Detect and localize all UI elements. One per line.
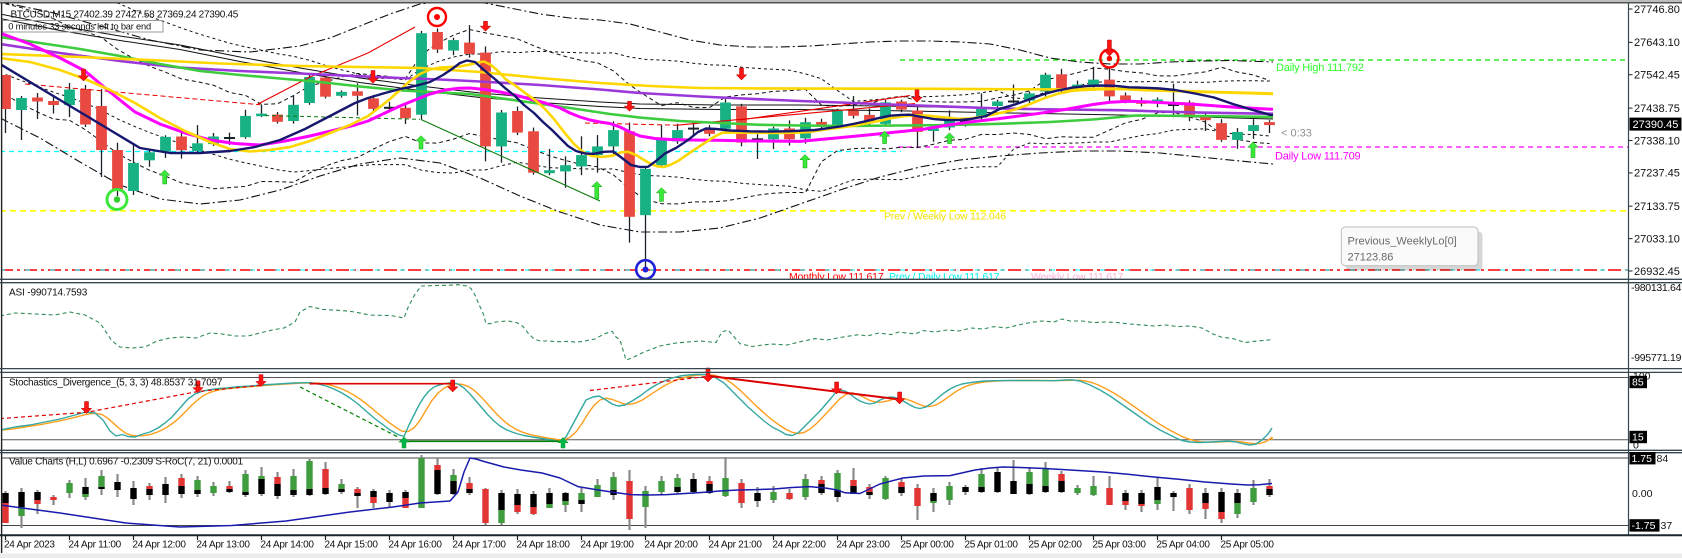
svg-text:24 Apr 14:00: 24 Apr 14:00 bbox=[261, 540, 315, 551]
svg-text:0 minutes 33 seconds left to b: 0 minutes 33 seconds left to bar end bbox=[8, 22, 151, 32]
svg-text:27338.10: 27338.10 bbox=[1634, 135, 1680, 147]
svg-text:25 Apr 00:00: 25 Apr 00:00 bbox=[901, 540, 955, 551]
svg-text:26932.45: 26932.45 bbox=[1634, 266, 1680, 278]
svg-text:0: 0 bbox=[1633, 440, 1639, 452]
svg-text:24 Apr 15:00: 24 Apr 15:00 bbox=[325, 540, 379, 551]
svg-text:24 Apr 2023: 24 Apr 2023 bbox=[4, 540, 55, 551]
svg-text:25 Apr 01:00: 25 Apr 01:00 bbox=[965, 540, 1019, 551]
svg-text:Weekly Low 111.617: Weekly Low 111.617 bbox=[1031, 271, 1123, 283]
svg-text:24 Apr 16:00: 24 Apr 16:00 bbox=[389, 540, 443, 551]
svg-text:24 Apr 12:00: 24 Apr 12:00 bbox=[133, 540, 187, 551]
svg-text:Daily Low 111.709: Daily Low 111.709 bbox=[1275, 150, 1361, 162]
svg-text:ASI -990714.7593: ASI -990714.7593 bbox=[9, 288, 88, 299]
svg-text:Previous_WeeklyLo[0]: Previous_WeeklyLo[0] bbox=[1348, 236, 1457, 248]
svg-text:24 Apr 11:00: 24 Apr 11:00 bbox=[69, 540, 122, 551]
svg-text:25 Apr 05:00: 25 Apr 05:00 bbox=[1221, 540, 1275, 551]
svg-text:37: 37 bbox=[1661, 520, 1673, 532]
svg-text:24 Apr 20:00: 24 Apr 20:00 bbox=[645, 540, 699, 551]
svg-text:< 0:33: < 0:33 bbox=[1281, 128, 1312, 140]
svg-text:24 Apr 23:00: 24 Apr 23:00 bbox=[837, 540, 891, 551]
svg-text:27390.45: 27390.45 bbox=[1633, 119, 1679, 131]
svg-text:Stochastics_Divergence_(5, 3,: Stochastics_Divergence_(5, 3, 3) 48.8537… bbox=[9, 378, 223, 389]
svg-text:27438.75: 27438.75 bbox=[1634, 103, 1680, 115]
svg-text:27643.10: 27643.10 bbox=[1634, 37, 1680, 49]
svg-text:15: 15 bbox=[1632, 432, 1644, 444]
svg-text:-995771.19: -995771.19 bbox=[1631, 352, 1682, 364]
svg-text:24 Apr 21:00: 24 Apr 21:00 bbox=[709, 540, 763, 551]
svg-text:27746.80: 27746.80 bbox=[1634, 4, 1680, 16]
svg-text:1.75: 1.75 bbox=[1632, 453, 1653, 465]
svg-text:25 Apr 03:00: 25 Apr 03:00 bbox=[1093, 540, 1147, 551]
svg-text:25 Apr 02:00: 25 Apr 02:00 bbox=[1029, 540, 1083, 551]
svg-text:84: 84 bbox=[1657, 453, 1669, 465]
svg-text:27033.10: 27033.10 bbox=[1634, 233, 1680, 245]
svg-text:0.00: 0.00 bbox=[1632, 488, 1653, 500]
svg-text:Value Charts (H,L) 0.6967 -0.2: Value Charts (H,L) 0.6967 -0.2309 S-RoC(… bbox=[9, 457, 244, 468]
svg-text:Prev / Daily Low 111.617: Prev / Daily Low 111.617 bbox=[889, 271, 1000, 283]
svg-text:24 Apr 19:00: 24 Apr 19:00 bbox=[581, 540, 635, 551]
svg-text:25 Apr 04:00: 25 Apr 04:00 bbox=[1157, 540, 1211, 551]
svg-text:24 Apr 17:00: 24 Apr 17:00 bbox=[453, 540, 507, 551]
svg-text:27542.45: 27542.45 bbox=[1634, 70, 1680, 82]
svg-text:-980131.64: -980131.64 bbox=[1631, 282, 1682, 294]
svg-text:27237.45: 27237.45 bbox=[1634, 168, 1680, 180]
svg-text:Daily High 111.792: Daily High 111.792 bbox=[1276, 62, 1364, 74]
svg-text:-1.75: -1.75 bbox=[1632, 520, 1656, 532]
svg-text:24 Apr 22:00: 24 Apr 22:00 bbox=[773, 540, 827, 551]
svg-text:24 Apr 18:00: 24 Apr 18:00 bbox=[517, 540, 571, 551]
svg-text:24 Apr 13:00: 24 Apr 13:00 bbox=[197, 540, 251, 551]
svg-text:27133.75: 27133.75 bbox=[1634, 201, 1680, 213]
svg-text:85: 85 bbox=[1632, 377, 1644, 389]
svg-text:BTCUSD,M15 27402.39 27427.58: BTCUSD,M15 27402.39 27427.58 27369.24 27… bbox=[11, 10, 239, 21]
svg-text:Monthly Low 111.617: Monthly Low 111.617 bbox=[789, 271, 884, 283]
svg-text:Prev / Weekly Low 112.046: Prev / Weekly Low 112.046 bbox=[884, 211, 1006, 223]
svg-text:27123.86: 27123.86 bbox=[1348, 252, 1394, 264]
